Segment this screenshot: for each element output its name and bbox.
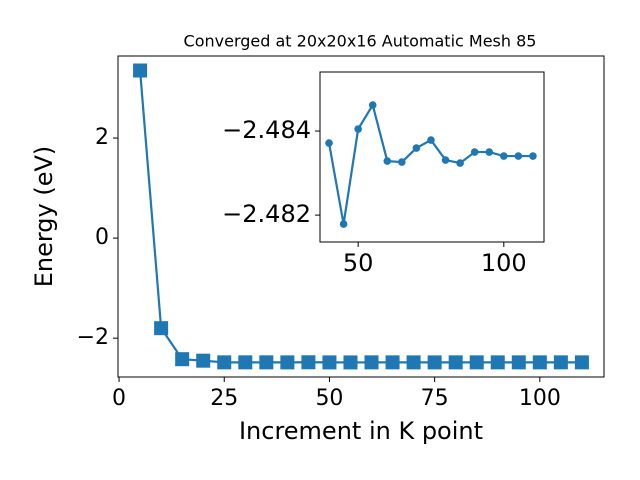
marker bbox=[470, 148, 479, 156]
marker bbox=[133, 63, 148, 78]
marker bbox=[532, 355, 547, 370]
x-tick-label: 75 bbox=[421, 386, 449, 411]
marker bbox=[511, 355, 526, 370]
y-axis-label: Energy (eV) bbox=[30, 146, 58, 288]
x-tick-label: 50 bbox=[343, 249, 374, 277]
y-tick-label: −2 bbox=[77, 325, 109, 350]
marker bbox=[385, 355, 400, 370]
marker bbox=[448, 355, 463, 370]
marker bbox=[412, 144, 421, 152]
marker bbox=[383, 157, 392, 165]
marker bbox=[553, 355, 568, 370]
axes-frame bbox=[117, 55, 605, 378]
marker bbox=[398, 158, 406, 166]
y-tick-label: 0 bbox=[95, 225, 109, 250]
x-axis-label: Increment in K point bbox=[239, 417, 483, 445]
marker bbox=[175, 352, 190, 367]
x-tick-label: 0 bbox=[112, 386, 126, 411]
marker bbox=[301, 355, 316, 370]
marker bbox=[490, 355, 505, 370]
marker bbox=[485, 148, 494, 156]
marker bbox=[441, 156, 450, 164]
marker bbox=[343, 355, 358, 370]
marker bbox=[322, 355, 337, 370]
x-tick-label: 100 bbox=[519, 386, 561, 411]
marker bbox=[469, 355, 484, 370]
series-line bbox=[138, 70, 582, 364]
marker bbox=[406, 355, 421, 370]
y-tick-label: 2 bbox=[95, 125, 109, 150]
marker bbox=[427, 355, 442, 370]
marker bbox=[325, 139, 333, 147]
marker bbox=[154, 321, 169, 336]
marker bbox=[354, 125, 362, 133]
marker bbox=[196, 353, 211, 368]
x-tick-label: 25 bbox=[210, 386, 238, 411]
marker bbox=[456, 159, 464, 167]
y-tick-label: −2.484 bbox=[222, 116, 311, 144]
marker bbox=[427, 136, 435, 144]
marker bbox=[500, 152, 508, 160]
marker bbox=[574, 355, 589, 370]
marker bbox=[217, 355, 232, 370]
y-tick-label: −2.482 bbox=[222, 200, 311, 228]
marker bbox=[368, 101, 377, 109]
x-tick-label: 100 bbox=[481, 249, 527, 277]
marker bbox=[280, 355, 295, 370]
marker bbox=[514, 152, 523, 160]
marker bbox=[238, 355, 253, 370]
chart-title: Converged at 20x20x16 Automatic Mesh 85 bbox=[184, 32, 537, 51]
marker bbox=[339, 220, 348, 228]
marker bbox=[364, 355, 379, 370]
marker bbox=[529, 152, 537, 160]
axes-frame bbox=[319, 71, 545, 243]
x-tick-label: 50 bbox=[315, 386, 343, 411]
marker bbox=[259, 355, 274, 370]
